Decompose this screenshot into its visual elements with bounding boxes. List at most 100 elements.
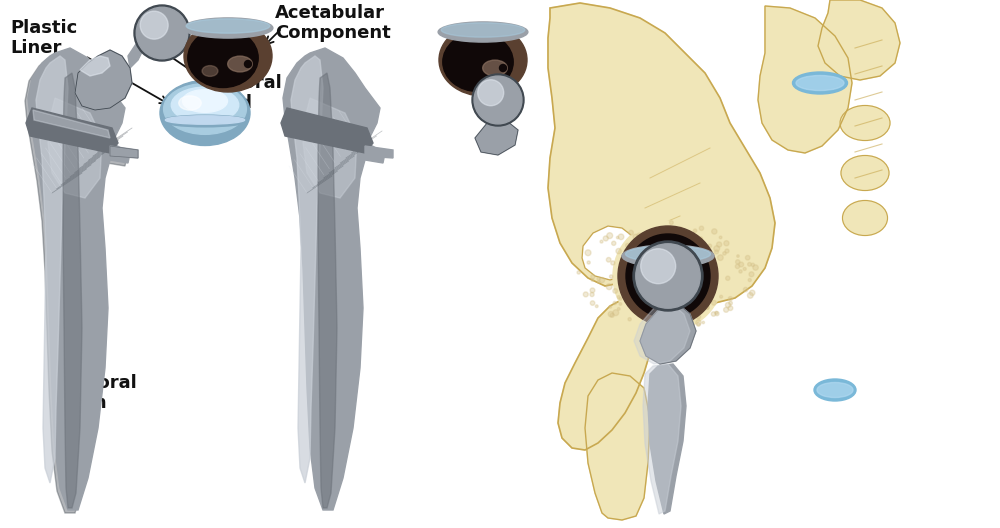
Circle shape <box>616 237 619 239</box>
Circle shape <box>702 321 704 324</box>
Circle shape <box>715 312 719 316</box>
Circle shape <box>685 242 689 246</box>
Circle shape <box>606 258 611 262</box>
Circle shape <box>134 5 190 61</box>
Polygon shape <box>582 226 640 280</box>
Polygon shape <box>634 304 690 364</box>
Circle shape <box>656 324 659 326</box>
Circle shape <box>599 277 605 282</box>
Circle shape <box>693 238 697 242</box>
Circle shape <box>637 233 642 239</box>
Polygon shape <box>548 3 775 303</box>
Ellipse shape <box>139 29 157 51</box>
Circle shape <box>696 320 701 325</box>
Circle shape <box>673 257 682 266</box>
Circle shape <box>668 238 674 244</box>
Circle shape <box>646 241 651 246</box>
Circle shape <box>628 318 631 321</box>
Circle shape <box>610 313 614 317</box>
Circle shape <box>591 275 595 279</box>
Polygon shape <box>63 73 82 508</box>
Circle shape <box>701 242 706 247</box>
Circle shape <box>725 303 731 308</box>
Ellipse shape <box>165 116 245 124</box>
Circle shape <box>700 309 703 312</box>
Circle shape <box>583 292 588 297</box>
Circle shape <box>736 260 740 264</box>
Circle shape <box>244 61 252 68</box>
Circle shape <box>597 277 600 280</box>
Circle shape <box>609 306 612 308</box>
Circle shape <box>728 306 733 310</box>
Circle shape <box>474 76 522 124</box>
Circle shape <box>628 303 633 307</box>
Circle shape <box>726 276 730 280</box>
Circle shape <box>657 233 660 235</box>
Ellipse shape <box>841 156 889 191</box>
Circle shape <box>626 243 630 248</box>
Polygon shape <box>26 108 118 153</box>
Polygon shape <box>80 56 110 76</box>
Polygon shape <box>318 73 337 508</box>
Circle shape <box>653 241 658 246</box>
Polygon shape <box>291 56 323 483</box>
Circle shape <box>656 314 661 319</box>
Ellipse shape <box>162 115 248 127</box>
Circle shape <box>606 284 612 290</box>
Ellipse shape <box>184 20 272 92</box>
Polygon shape <box>128 28 155 68</box>
Circle shape <box>464 46 472 53</box>
Circle shape <box>136 7 188 59</box>
Circle shape <box>699 237 702 241</box>
Circle shape <box>628 246 634 251</box>
Circle shape <box>641 237 646 242</box>
Polygon shape <box>303 98 357 198</box>
Circle shape <box>743 287 748 292</box>
Polygon shape <box>475 118 518 155</box>
Polygon shape <box>283 48 385 510</box>
Circle shape <box>706 306 709 309</box>
Circle shape <box>725 249 729 253</box>
Circle shape <box>500 64 507 71</box>
Circle shape <box>633 241 703 311</box>
Circle shape <box>598 281 600 283</box>
Polygon shape <box>365 146 393 158</box>
Circle shape <box>712 229 717 234</box>
Circle shape <box>613 301 616 305</box>
Polygon shape <box>818 0 900 80</box>
Circle shape <box>608 312 613 317</box>
Circle shape <box>619 303 622 305</box>
Polygon shape <box>28 48 130 510</box>
Circle shape <box>717 242 722 247</box>
Circle shape <box>472 74 524 126</box>
Ellipse shape <box>792 72 847 94</box>
Ellipse shape <box>164 83 246 134</box>
Polygon shape <box>758 6 852 153</box>
Circle shape <box>490 44 496 52</box>
Ellipse shape <box>188 29 258 88</box>
Circle shape <box>709 252 714 257</box>
Circle shape <box>140 11 168 39</box>
Circle shape <box>613 221 723 331</box>
Ellipse shape <box>183 18 273 38</box>
Circle shape <box>619 298 622 300</box>
Ellipse shape <box>814 379 856 401</box>
Ellipse shape <box>796 76 844 90</box>
Polygon shape <box>585 373 650 520</box>
Circle shape <box>623 295 626 298</box>
Circle shape <box>595 305 598 308</box>
Circle shape <box>636 244 700 308</box>
Text: Plastic
Liner: Plastic Liner <box>10 18 77 58</box>
Circle shape <box>651 305 656 311</box>
Circle shape <box>638 303 641 306</box>
Circle shape <box>708 244 712 248</box>
Circle shape <box>610 275 613 278</box>
Text: Femoral
Head: Femoral Head <box>200 73 282 112</box>
Ellipse shape <box>443 33 513 91</box>
Polygon shape <box>33 110 110 138</box>
Ellipse shape <box>840 106 890 140</box>
Circle shape <box>643 314 646 317</box>
Circle shape <box>478 80 504 106</box>
Polygon shape <box>75 50 132 110</box>
Circle shape <box>682 277 690 286</box>
